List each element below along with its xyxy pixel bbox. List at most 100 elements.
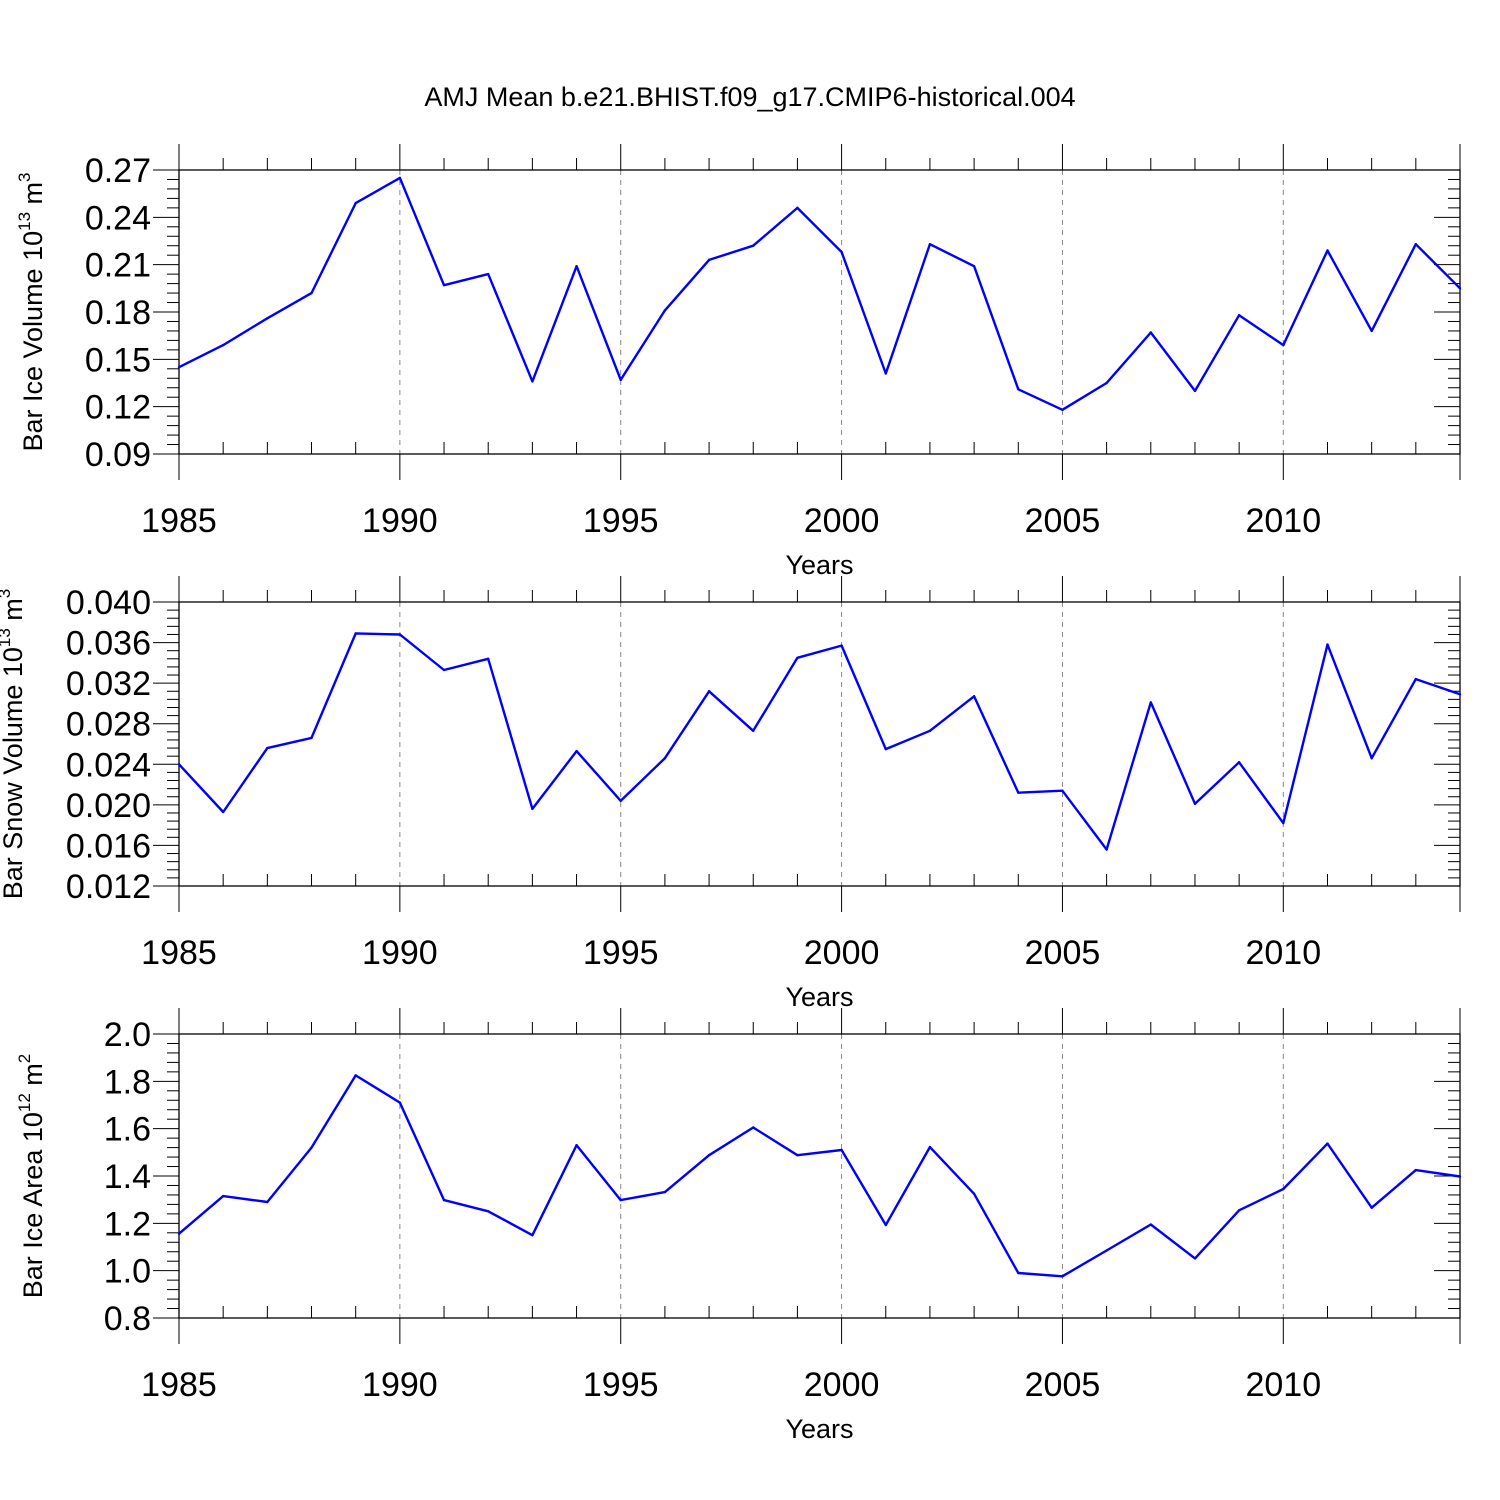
x-axis-title: Years xyxy=(785,982,853,1012)
data-point-2004 xyxy=(1017,1271,1020,1275)
data-point-2006 xyxy=(1105,381,1108,385)
data-point-2004 xyxy=(1017,791,1020,794)
data-point-2008 xyxy=(1193,802,1197,806)
y-tick-label: 0.040 xyxy=(66,584,151,622)
data-point-2013 xyxy=(1414,677,1418,681)
data-point-2014 xyxy=(1458,1175,1462,1178)
data-point-2011 xyxy=(1326,249,1329,252)
data-point-1987 xyxy=(266,1200,269,1204)
data-point-1986 xyxy=(221,810,225,814)
data-point-2003 xyxy=(972,1192,976,1195)
x-axis-title: Years xyxy=(785,550,853,580)
data-point-2000 xyxy=(840,250,843,254)
x-tick-label-2010: 2010 xyxy=(1245,934,1321,972)
data-point-2000 xyxy=(840,1148,843,1152)
data-point-1999 xyxy=(796,1153,799,1157)
x-tick-label-2010: 2010 xyxy=(1245,1366,1321,1404)
data-point-2013 xyxy=(1414,1168,1418,1172)
y-tick-label: 0.18 xyxy=(85,294,151,332)
data-point-1994 xyxy=(575,1144,578,1147)
data-point-1992 xyxy=(487,272,490,276)
x-tick-label-1995: 1995 xyxy=(583,1366,659,1404)
panels: 0.09 0.12 0.15 0.18 0.21 0.24 0.27 1985 1990 1995… xyxy=(0,144,1462,1444)
data-point-2011 xyxy=(1326,643,1329,646)
data-point-1991 xyxy=(442,668,446,672)
data-point-1986 xyxy=(221,1194,225,1198)
y-tick-label: 1.4 xyxy=(104,1158,151,1196)
data-point-1995 xyxy=(619,1198,622,1202)
y-tick-label: 1.2 xyxy=(104,1205,151,1243)
data-point-2002 xyxy=(928,1145,932,1149)
plot-frame xyxy=(178,601,1461,887)
data-point-1991 xyxy=(442,1198,446,1202)
data-point-2006 xyxy=(1105,848,1108,851)
data-point-1990 xyxy=(398,176,402,180)
data-point-1992 xyxy=(487,657,490,660)
y-tick-label: 0.016 xyxy=(66,827,151,865)
y-tick-label: 0.12 xyxy=(85,389,151,427)
data-point-2014 xyxy=(1458,287,1462,290)
data-point-1988 xyxy=(310,291,313,295)
data-point-1988 xyxy=(310,736,313,740)
data-point-2009 xyxy=(1237,761,1241,764)
x-tick-label-1990: 1990 xyxy=(362,502,438,540)
data-point-2007 xyxy=(1149,331,1152,334)
data-point-1998 xyxy=(752,729,755,733)
data-point-1999 xyxy=(796,656,799,659)
x-tick-label-1985: 1985 xyxy=(141,1366,217,1404)
data-point-1999 xyxy=(796,206,799,210)
data-point-1998 xyxy=(752,244,755,247)
x-tick-label-2005: 2005 xyxy=(1025,502,1101,540)
y-tick-label: 0.15 xyxy=(85,341,151,379)
data-point-1985 xyxy=(177,1232,181,1235)
data-point-1985 xyxy=(177,763,181,766)
data-point-1998 xyxy=(752,1126,755,1129)
x-tick-label-1995: 1995 xyxy=(583,502,659,540)
y-tick-label: 0.09 xyxy=(85,436,151,474)
data-point-2000 xyxy=(840,644,843,647)
series-line-1 xyxy=(178,176,1461,411)
data-point-2001 xyxy=(884,1223,887,1227)
data-point-2012 xyxy=(1370,329,1373,333)
figure-title: AMJ Mean b.e21.BHIST.f09_g17.CMIP6-histo… xyxy=(424,82,1075,112)
data-point-1989 xyxy=(354,1074,357,1077)
data-point-1996 xyxy=(663,757,667,760)
data-point-2014 xyxy=(1458,693,1462,696)
data-point-1994 xyxy=(575,265,578,268)
data-point-2005 xyxy=(1061,1275,1064,1278)
data-point-2012 xyxy=(1370,1206,1373,1209)
data-point-1997 xyxy=(707,258,711,262)
data-point-2001 xyxy=(884,372,887,375)
data-point-1992 xyxy=(487,1210,490,1213)
data-point-2003 xyxy=(972,695,976,698)
x-tick-label-2000: 2000 xyxy=(804,1366,880,1404)
data-point-1988 xyxy=(310,1146,313,1149)
data-point-2008 xyxy=(1193,1257,1197,1260)
y-tick-label: 1.0 xyxy=(104,1253,151,1291)
y-tick-label: 0.8 xyxy=(104,1300,151,1338)
x-tick-label-1990: 1990 xyxy=(362,934,438,972)
data-point-1997 xyxy=(707,690,711,693)
data-point-2010 xyxy=(1282,1187,1285,1191)
data-point-2010 xyxy=(1282,821,1285,825)
y-tick-label: 1.6 xyxy=(104,1111,151,1149)
x-tick-label-1985: 1985 xyxy=(141,502,217,540)
y-axis-title: Bar Ice Volume 1013 m3 xyxy=(15,172,48,451)
x-tick-label-2005: 2005 xyxy=(1025,934,1101,972)
data-point-1985 xyxy=(177,366,181,369)
data-point-2012 xyxy=(1370,757,1373,760)
data-point-1993 xyxy=(531,1233,534,1237)
data-point-1991 xyxy=(442,283,446,287)
series-line-2 xyxy=(178,632,1461,851)
data-point-2007 xyxy=(1149,701,1152,704)
data-point-2003 xyxy=(972,265,976,268)
data-point-2001 xyxy=(884,747,887,751)
y-tick-label: 0.27 xyxy=(85,152,151,190)
data-point-1995 xyxy=(619,378,622,382)
data-point-2008 xyxy=(1193,389,1197,393)
data-point-1990 xyxy=(398,633,402,636)
y-axis-title: Bar Ice Area 1012 m2 xyxy=(15,1054,48,1299)
data-point-1996 xyxy=(663,1190,667,1194)
x-tick-label-2000: 2000 xyxy=(804,934,880,972)
